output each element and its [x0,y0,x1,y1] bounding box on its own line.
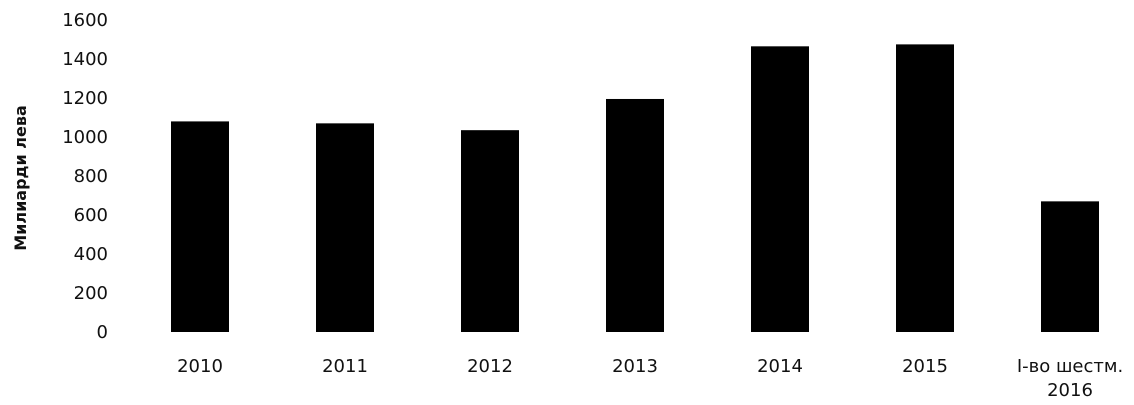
y-tick-label: 400 [74,244,108,265]
x-axis-ticks: 2010 2011 2012 2013 2014 2015 I-во шестм. 2016 [177,356,1123,401]
bar-6 [1041,201,1099,332]
y-tick-label: 1000 [62,127,108,148]
bar-4 [751,46,809,332]
x-tick-label: 2011 [322,356,368,377]
y-tick-label: 200 [74,283,108,304]
y-tick-label: 800 [74,166,108,187]
y-tick-label: 1200 [62,88,108,109]
bar-3 [606,98,664,332]
y-axis-label: Милиарди лева [11,105,30,251]
x-tick-label: 2010 [177,356,223,377]
bars [171,44,1099,333]
x-tick-label: 2012 [467,356,513,377]
y-tick-label: 0 [97,322,108,343]
y-axis-ticks: 0 200 400 600 800 1000 1200 1400 1600 [62,10,108,343]
bar-2 [461,130,519,332]
x-tick-label: 2014 [757,356,803,377]
x-tick-label: 2013 [612,356,658,377]
y-tick-label: 1400 [62,49,108,70]
bar-0 [171,121,229,333]
y-tick-label: 1600 [62,10,108,31]
x-tick-label: I-во шестм. 2016 [1017,356,1123,401]
bar-1 [316,123,374,332]
bar-5 [896,44,954,332]
y-tick-label: 600 [74,205,108,226]
x-tick-label: 2015 [902,356,948,377]
